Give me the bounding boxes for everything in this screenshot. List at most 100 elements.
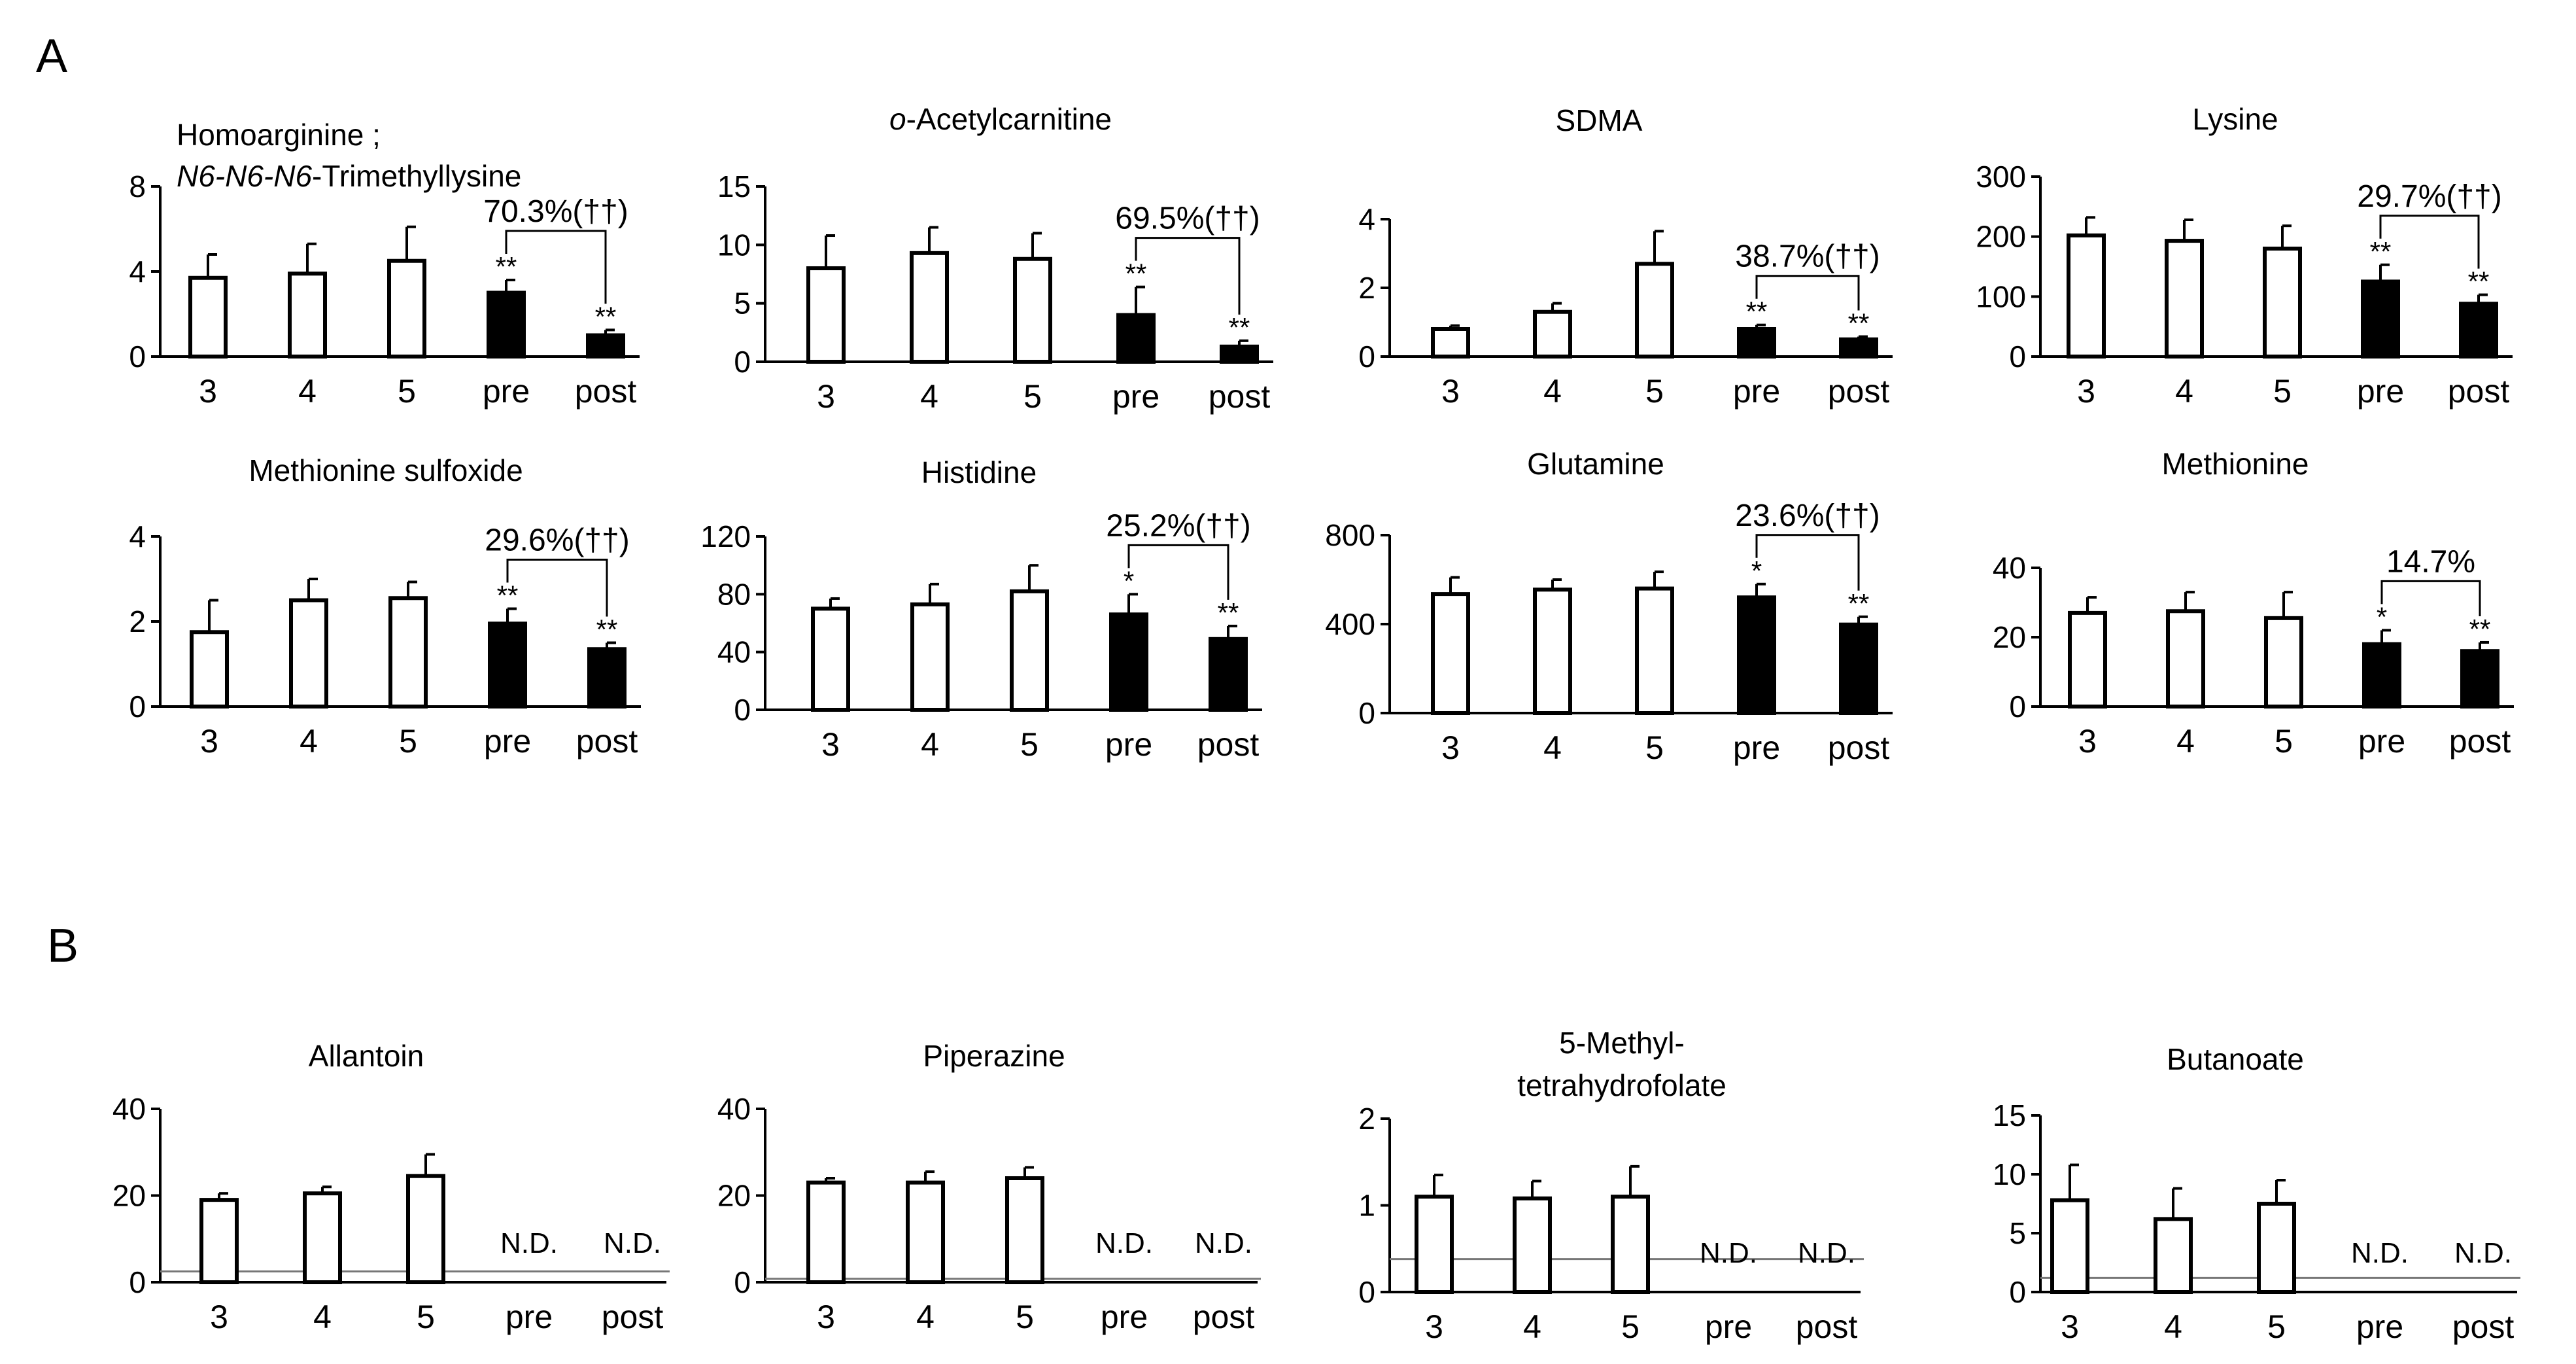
x-tick-label: 5 xyxy=(398,373,416,410)
significance-marker: ** xyxy=(497,580,519,611)
x-tick-label: 5 xyxy=(1020,726,1039,763)
bar-3 xyxy=(1415,1195,1454,1294)
x-tick-label: pre xyxy=(2356,1308,2403,1345)
y-tick-label: 2 xyxy=(1358,271,1375,305)
bar-4 xyxy=(2154,1217,2193,1295)
x-tick-label: 3 xyxy=(817,1299,835,1335)
x-tick-label: pre xyxy=(1733,373,1780,410)
y-tick-label: 800 xyxy=(1325,518,1375,552)
x-tick-label: pre xyxy=(1705,1308,1752,1345)
percent-change-label: 23.6%(††) xyxy=(1735,498,1880,533)
bar-post xyxy=(2460,649,2499,709)
bar-3 xyxy=(806,1180,846,1284)
chart-title-span: Methionine sulfoxide xyxy=(249,453,523,487)
x-tick-label: 4 xyxy=(2175,373,2193,410)
y-tick-label: 2 xyxy=(129,604,146,638)
chart-2: o-Acetylcarnitine 0 5 10 15 3 4 5 pre ** post ** 69.… xyxy=(717,102,1273,415)
y-tick-label: 20 xyxy=(1993,620,2026,654)
x-tick-label: pre xyxy=(2358,723,2405,760)
x-tick-label: pre xyxy=(483,373,530,410)
x-tick-label: 4 xyxy=(1523,1308,1541,1345)
x-tick-label: 4 xyxy=(916,1299,935,1335)
x-tick-label: pre xyxy=(1101,1299,1148,1335)
x-tick-label: pre xyxy=(1733,729,1780,766)
chart-title-line: tetrahydrofolate xyxy=(1517,1068,1726,1102)
chart-7: Glutamine 0 400 800 3 4 5 pre * post ** 23.6%(††) xyxy=(1325,447,1893,766)
not-detected-label: N.D. xyxy=(1095,1227,1153,1259)
y-tick-label: 40 xyxy=(717,1092,751,1126)
bar-4 xyxy=(906,1180,945,1284)
significance-marker: ** xyxy=(1746,296,1768,327)
x-tick-label: 5 xyxy=(417,1299,435,1335)
chart-title-span: Butanoate xyxy=(2167,1042,2304,1076)
bar-5 xyxy=(1005,1176,1044,1284)
significance-marker: ** xyxy=(1848,308,1870,339)
not-detected-label: N.D. xyxy=(2454,1237,2512,1269)
y-tick-label: 2 xyxy=(1358,1102,1375,1136)
y-tick-label: 15 xyxy=(717,169,751,203)
x-tick-label: 3 xyxy=(210,1299,228,1335)
chart-title-line: Homoarginine ; xyxy=(177,118,381,152)
y-tick-label: 0 xyxy=(1358,340,1375,374)
significance-marker: ** xyxy=(1125,258,1147,289)
significance-marker: ** xyxy=(1229,312,1250,343)
percent-change-label: 25.2%(††) xyxy=(1106,508,1250,543)
significance-marker: ** xyxy=(596,614,618,645)
chart-title-line: Histidine xyxy=(921,455,1037,489)
y-tick-label: 80 xyxy=(717,577,751,611)
x-tick-label: post xyxy=(602,1299,664,1335)
bar-4 xyxy=(1533,587,1572,715)
y-tick-label: 5 xyxy=(2009,1216,2026,1250)
bar-3 xyxy=(2067,233,2106,359)
x-tick-label: 3 xyxy=(821,726,840,763)
y-tick-label: 0 xyxy=(734,345,751,379)
x-tick-label: 4 xyxy=(920,378,938,415)
comparison-bracket xyxy=(506,559,608,617)
bar-5 xyxy=(1635,586,1674,715)
panel-label-a: A xyxy=(36,30,67,82)
x-tick-label: post xyxy=(1197,726,1260,763)
not-detected-label: N.D. xyxy=(1798,1237,1855,1269)
x-tick-label: 4 xyxy=(298,373,317,410)
bar-post xyxy=(2459,302,2498,359)
bar-3 xyxy=(1431,327,1470,358)
y-tick-label: 10 xyxy=(1993,1157,2026,1191)
y-tick-label: 40 xyxy=(112,1092,146,1126)
percent-change-label: 29.6%(††) xyxy=(485,523,629,558)
x-tick-label: 5 xyxy=(1645,373,1664,410)
chart-title-line: SDMA xyxy=(1556,103,1643,137)
x-tick-label: 4 xyxy=(1543,729,1562,766)
y-tick-label: 5 xyxy=(734,287,751,321)
not-detected-label: N.D. xyxy=(1700,1237,1757,1269)
x-tick-label: 3 xyxy=(1441,373,1460,410)
bar-4 xyxy=(2165,239,2204,359)
x-tick-label: 3 xyxy=(817,378,835,415)
bar-post xyxy=(587,647,627,708)
x-tick-label: post xyxy=(1828,729,1890,766)
chart-6: Histidine 0 40 80 120 3 4 5 pre * post ** 25.2%(††) xyxy=(700,455,1262,763)
bar-pre xyxy=(487,290,526,358)
x-tick-label: 3 xyxy=(1425,1308,1443,1345)
significance-marker: ** xyxy=(1218,597,1239,628)
significance-marker: ** xyxy=(2370,236,2392,267)
chart-title-line: o-Acetylcarnitine xyxy=(889,102,1112,136)
bar-4 xyxy=(289,598,328,708)
chart-title-span: SDMA xyxy=(1556,103,1643,137)
chart-title-span: tetrahydrofolate xyxy=(1517,1068,1726,1102)
not-detected-label: N.D. xyxy=(1195,1227,1252,1259)
y-tick-label: 400 xyxy=(1325,607,1375,641)
bar-3 xyxy=(811,606,850,712)
bar-3 xyxy=(2068,610,2107,709)
x-tick-label: post xyxy=(2452,1308,2515,1345)
bar-4 xyxy=(2166,609,2205,708)
bar-4 xyxy=(1513,1196,1552,1295)
x-tick-label: post xyxy=(1193,1299,1255,1335)
y-tick-label: 0 xyxy=(129,340,146,374)
chart-title-line: Lysine xyxy=(2192,102,2278,136)
chart-11: 5-Methyl-tetrahydrofolate 0 1 2 3 4 5 pre N.D. po… xyxy=(1358,1026,1864,1345)
comparison-bracket xyxy=(2379,215,2480,269)
y-tick-label: 4 xyxy=(1358,202,1375,236)
bar-pre xyxy=(2362,642,2401,708)
y-tick-label: 20 xyxy=(112,1179,146,1213)
